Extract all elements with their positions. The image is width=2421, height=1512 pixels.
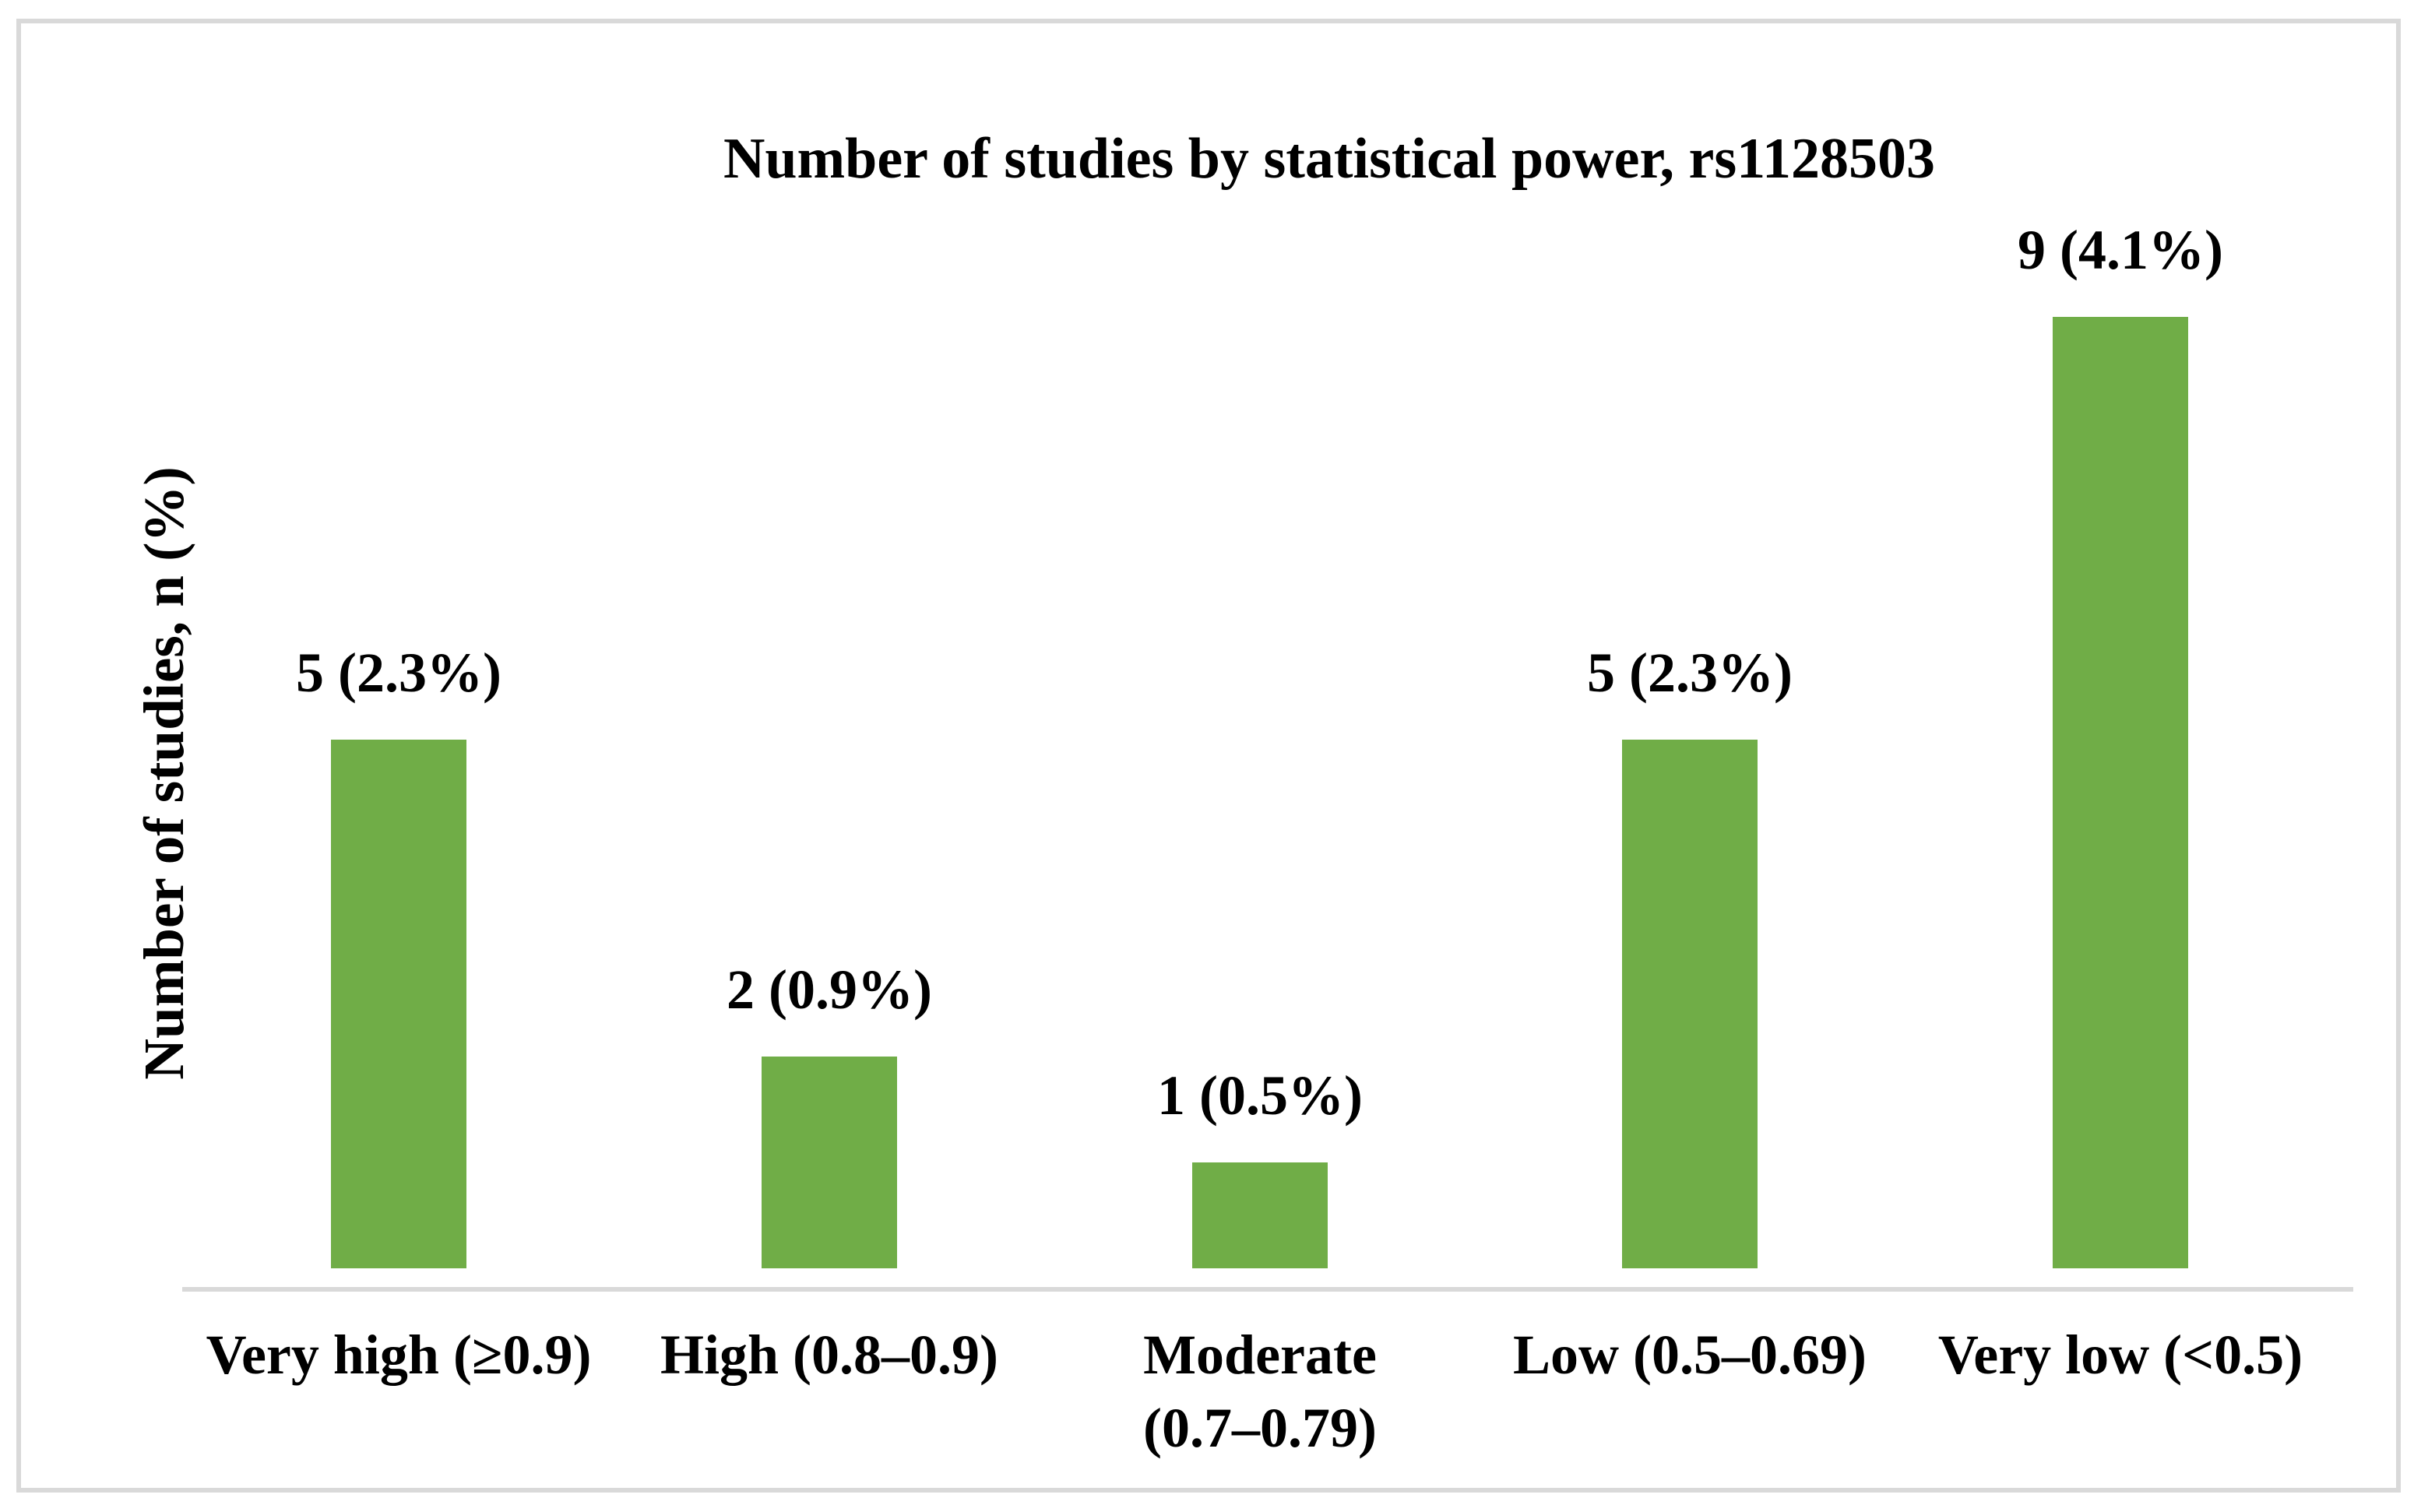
x-axis-category-line1: Low (0.5–0.69) (1513, 1324, 1867, 1386)
chart-title: Number of studies by statistical power, … (723, 127, 1936, 191)
bar-value-label: 9 (4.1%) (2018, 219, 2223, 281)
bar (331, 740, 466, 1268)
x-axis-category-label: Low (0.5–0.69) (1448, 1319, 1931, 1392)
x-axis-category-label: Very low (<0.5) (1879, 1319, 2362, 1392)
x-axis-line (182, 1287, 2353, 1292)
x-axis-category-line1: Very high (≥0.9) (206, 1324, 592, 1386)
x-axis-category-label: Moderate (0.7–0.79) (1019, 1319, 1501, 1465)
x-axis-category-line1: Moderate (1143, 1324, 1377, 1386)
bar-value-label: 2 (0.9%) (727, 958, 932, 1021)
bar (2053, 317, 2188, 1268)
bar-value-label: 1 (0.5%) (1157, 1064, 1363, 1127)
x-axis-category-line2: (0.7–0.79) (1143, 1396, 1377, 1459)
bar (762, 1057, 897, 1268)
x-axis-category-line1: High (0.8–0.9) (660, 1324, 998, 1386)
x-axis-category-label: High (0.8–0.9) (588, 1319, 1071, 1392)
bar (1622, 740, 1758, 1268)
y-axis-title: Number of studies, n (%) (132, 466, 195, 1080)
x-axis-category-label: Very high (≥0.9) (157, 1319, 640, 1392)
chart-border-frame: Number of studies by statistical power, … (16, 19, 2401, 1493)
bar-value-label: 5 (2.3%) (296, 642, 501, 704)
bar (1192, 1162, 1328, 1268)
x-axis-category-line1: Very low (<0.5) (1937, 1324, 2303, 1386)
bar-value-label: 5 (2.3%) (1587, 642, 1793, 704)
